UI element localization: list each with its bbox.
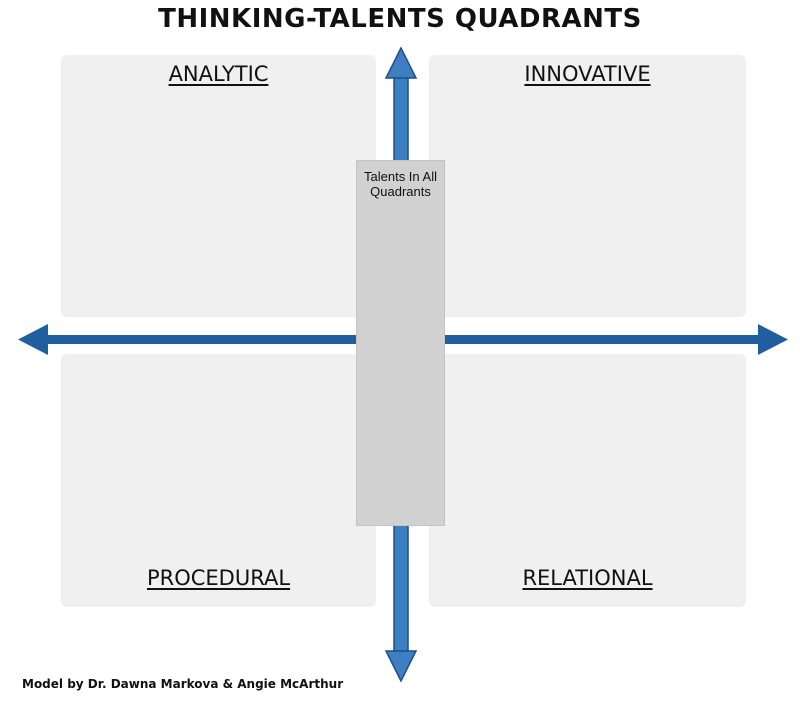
quadrant-relational: RELATIONAL — [429, 354, 746, 607]
quadrant-procedural: PROCEDURAL — [61, 354, 376, 607]
quadrant-label-innovative: INNOVATIVE — [524, 62, 651, 86]
quadrant-label-procedural: PROCEDURAL — [146, 566, 291, 590]
quadrant-analytic: ANALYTIC — [61, 55, 376, 317]
center-label: Talents In All Quadrants — [364, 169, 437, 199]
diagram-title: THINKING-TALENTS QUADRANTS — [158, 4, 642, 34]
down-arrowhead — [384, 650, 418, 683]
up-arrowhead — [384, 46, 418, 79]
left-arrowhead — [18, 324, 48, 355]
quadrant-innovative: INNOVATIVE — [429, 55, 746, 317]
quadrant-label-analytic: ANALYTIC — [168, 62, 269, 86]
center-talents-box: Talents In All Quadrants — [356, 160, 445, 526]
credit-text: Model by Dr. Dawna Markova & Angie McArt… — [22, 677, 344, 691]
quadrant-label-relational: RELATIONAL — [522, 566, 653, 590]
right-arrowhead — [758, 324, 788, 355]
